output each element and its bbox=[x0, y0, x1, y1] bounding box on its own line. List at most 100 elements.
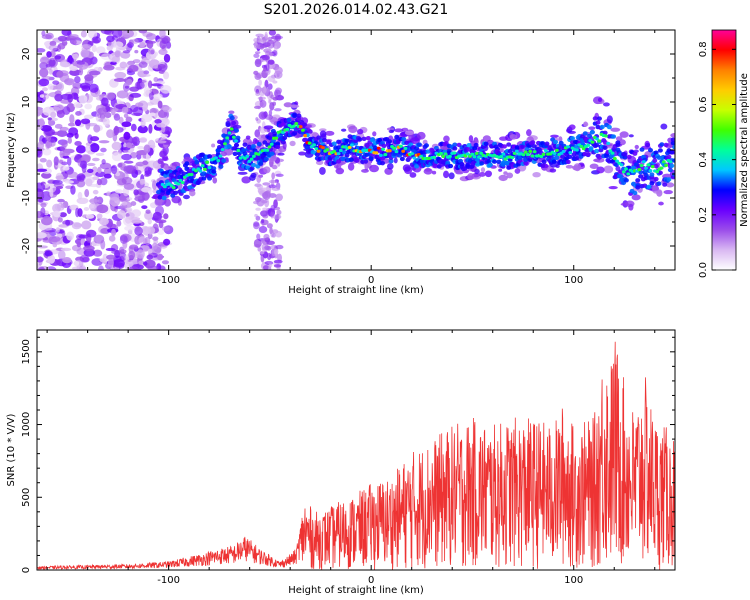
noise-blob bbox=[262, 265, 270, 270]
ridge-core bbox=[539, 154, 544, 159]
ridge-band bbox=[414, 164, 420, 169]
ridge-core bbox=[252, 154, 256, 158]
noise-blob bbox=[155, 219, 167, 224]
ridge-band bbox=[211, 169, 217, 174]
snr-y-label: SNR (10 * V/V) bbox=[6, 413, 17, 486]
noise-blob bbox=[38, 198, 44, 203]
ridge-band bbox=[242, 142, 248, 147]
ridge-halo bbox=[319, 166, 326, 175]
noise-blob bbox=[144, 166, 153, 175]
ridge-halo bbox=[263, 166, 271, 174]
ridge-core bbox=[401, 149, 406, 153]
ridge-core bbox=[294, 122, 299, 126]
ridge-halo bbox=[628, 134, 634, 138]
ridge-halo bbox=[211, 143, 216, 148]
noise-blob bbox=[142, 160, 149, 166]
ridge-core bbox=[523, 150, 528, 154]
noise-blob bbox=[123, 165, 135, 175]
ridge-halo bbox=[658, 201, 664, 206]
ridge-band bbox=[623, 178, 629, 183]
noise-blob bbox=[163, 53, 171, 63]
noise-blob bbox=[110, 164, 118, 175]
ridge-band bbox=[432, 163, 438, 168]
noise-blob bbox=[159, 30, 166, 39]
noise-blob bbox=[71, 222, 82, 230]
noise-blob bbox=[261, 218, 265, 224]
ridge-core bbox=[528, 149, 533, 153]
ridge-core bbox=[316, 149, 321, 153]
ridge-band bbox=[587, 133, 593, 139]
noise-blob bbox=[37, 141, 45, 150]
noise-blob bbox=[262, 207, 269, 211]
noise-blob bbox=[134, 49, 139, 54]
noise-blob bbox=[154, 118, 162, 124]
ridge-band bbox=[639, 147, 645, 152]
ridge-core bbox=[610, 151, 615, 155]
colorbar-label: Normalized spectral amplitude bbox=[739, 73, 750, 227]
ridge-halo bbox=[628, 203, 634, 211]
noise-blob bbox=[157, 64, 166, 69]
noise-blob bbox=[145, 33, 157, 41]
ridge-band bbox=[388, 159, 394, 164]
ridge-band bbox=[216, 144, 222, 150]
ridge-halo bbox=[565, 164, 574, 169]
noise-blob bbox=[92, 189, 99, 195]
noise-blob bbox=[72, 53, 79, 60]
noise-blob bbox=[57, 250, 66, 260]
ridge-halo bbox=[163, 164, 169, 171]
noise-blob bbox=[257, 246, 262, 252]
noise-blob bbox=[53, 183, 64, 188]
noise-blob bbox=[56, 71, 64, 78]
ridge-halo bbox=[558, 136, 563, 143]
ridge-band bbox=[662, 182, 668, 187]
y-tick-label: 500 bbox=[21, 488, 32, 507]
ridge-band bbox=[268, 132, 274, 137]
noise-blob bbox=[52, 203, 61, 213]
y-tick-label: 20 bbox=[21, 48, 32, 61]
noise-blob bbox=[270, 204, 276, 213]
noise-blob bbox=[273, 264, 282, 268]
ridge-halo bbox=[232, 124, 242, 129]
ridge-core bbox=[452, 151, 457, 155]
ridge-band bbox=[229, 115, 235, 121]
noise-blob bbox=[159, 150, 167, 158]
noise-blob bbox=[138, 61, 148, 68]
noise-blob bbox=[160, 84, 172, 94]
ridge-band bbox=[626, 154, 632, 160]
ridge-halo bbox=[212, 177, 218, 184]
ridge-band bbox=[226, 144, 232, 149]
colorbar-tick-label: 0.8 bbox=[698, 41, 709, 57]
noise-blob bbox=[100, 239, 106, 250]
ridge-band bbox=[667, 167, 673, 173]
ridge-band bbox=[394, 134, 400, 140]
ridge-band bbox=[582, 131, 588, 136]
ridge-core bbox=[501, 152, 506, 156]
noise-blob bbox=[125, 216, 132, 224]
ridge-band bbox=[416, 142, 422, 147]
noise-blob bbox=[39, 56, 50, 65]
noise-blob bbox=[119, 51, 131, 59]
ridge-halo bbox=[277, 152, 285, 156]
ridge-core bbox=[646, 163, 651, 167]
noise-blob bbox=[146, 102, 155, 106]
ridge-band bbox=[207, 154, 213, 159]
ridge-band bbox=[316, 135, 322, 140]
ridge-band bbox=[292, 112, 298, 117]
noise-blob bbox=[254, 58, 262, 68]
noise-blob bbox=[105, 92, 116, 101]
ridge-core bbox=[307, 141, 312, 145]
ridge-band bbox=[638, 174, 644, 179]
ridge-band bbox=[483, 141, 489, 147]
noise-blob bbox=[155, 140, 167, 144]
noise-blob bbox=[40, 125, 52, 132]
noise-blob bbox=[113, 125, 120, 136]
ridge-halo bbox=[454, 169, 463, 174]
noise-blob bbox=[79, 254, 90, 263]
ridge-band bbox=[361, 136, 367, 141]
ridge-band bbox=[479, 161, 485, 166]
noise-blob bbox=[130, 151, 138, 159]
noise-blob bbox=[48, 44, 58, 51]
noise-blob bbox=[121, 176, 133, 185]
noise-blob bbox=[123, 182, 135, 190]
ridge-band bbox=[387, 139, 393, 144]
